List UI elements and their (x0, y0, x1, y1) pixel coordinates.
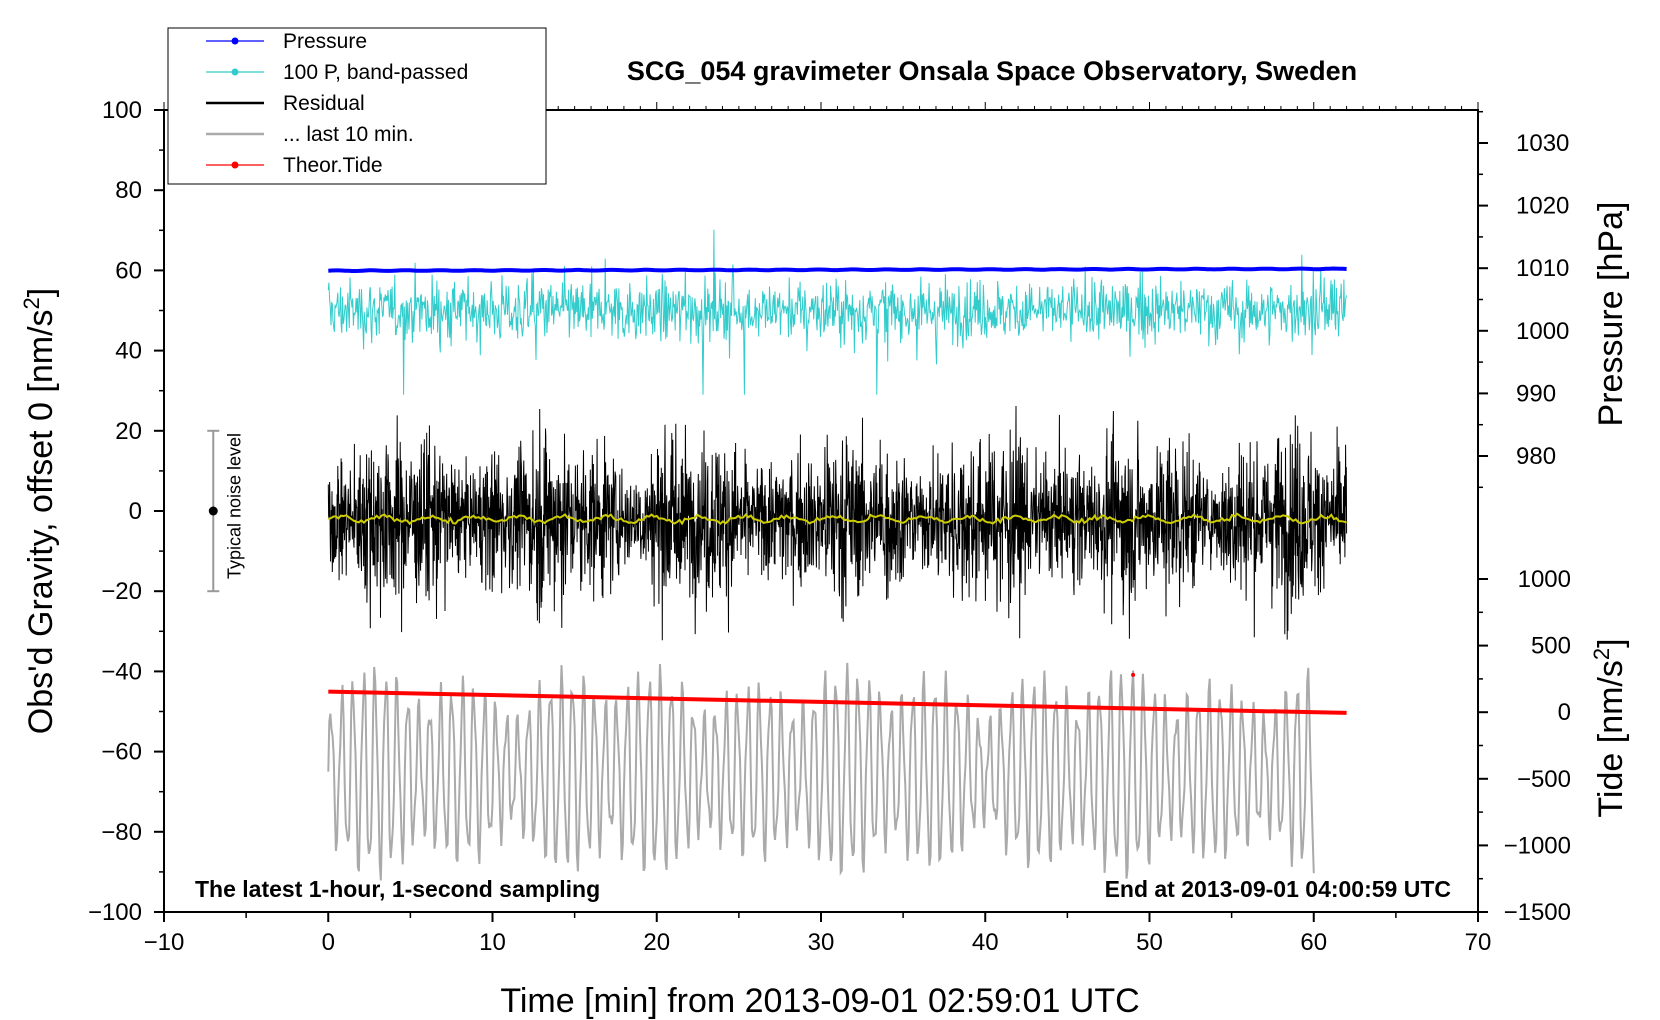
legend-marker-5 (231, 161, 239, 169)
y-axis-left-title: Obs'd Gravity, offset 0 [nm/s2] (19, 288, 60, 734)
x-tick-label: −10 (144, 929, 185, 956)
legend-marker-1 (231, 37, 239, 45)
pressure-tick-label: 990 (1516, 380, 1556, 407)
y-axis-tide-title-prefix: Tide [nm/s (1592, 660, 1630, 817)
tide-tick-label: 1000 (1518, 566, 1571, 593)
y-axis-pressure-title: Pressure [hPa] (1592, 202, 1630, 427)
x-tick-label: 30 (808, 929, 835, 956)
chart-title: SCG_054 gravimeter Onsala Space Observat… (627, 56, 1357, 86)
y-axis-left-title-sup: 2 (19, 297, 44, 309)
legend-label-4: ... last 10 min. (283, 123, 414, 146)
y-left-tick-label: 40 (115, 338, 142, 365)
series-layer (327, 229, 1348, 881)
series-residual (327, 405, 1348, 641)
x-tick-label: 10 (479, 929, 506, 956)
x-tick-label: 70 (1465, 929, 1492, 956)
x-tick-label: 50 (1136, 929, 1163, 956)
series-band-passed-pressure (327, 229, 1348, 395)
y-left-tick-label: −20 (101, 578, 142, 605)
y-left-tick-label: 60 (115, 257, 142, 284)
legend: Pressure 100 P, band-passed Residual ... la… (167, 27, 547, 185)
legend-box (167, 27, 547, 185)
y-left-tick-label: 80 (115, 177, 142, 204)
y-axis-left-title-prefix: Obs'd Gravity, offset 0 [nm/s (22, 309, 60, 734)
annotation-sampling: The latest 1-hour, 1-second sampling (195, 876, 600, 902)
legend-marker-2 (231, 68, 239, 76)
legend-label-1: Pressure (283, 30, 367, 53)
tide-tick-label: 0 (1558, 699, 1571, 726)
y-axis-tide-title-sup: 2 (1589, 648, 1614, 660)
y-left-tick-label: −80 (101, 819, 142, 846)
x-tick-label: 0 (322, 929, 335, 956)
legend-label-3: Residual (283, 92, 365, 115)
y-left-tick-label: 0 (129, 498, 142, 525)
tide-tick-label: −1500 (1504, 899, 1571, 926)
x-tick-label: 40 (972, 929, 999, 956)
series-pressure (328, 266, 1347, 273)
y-axis-tide-title-suffix: ] (1592, 638, 1630, 647)
noise-level-indicator: Typical noise level (207, 429, 244, 593)
noise-level-label: Typical noise level (224, 433, 244, 579)
tide-tick-label: −1000 (1504, 832, 1571, 859)
y-left-tick-label: 20 (115, 418, 142, 445)
axes-layer: −10 0 10 20 30 40 50 60 70−100−80−60−40−20020406… (88, 97, 1571, 956)
y-axis-left-title-suffix: ] (22, 288, 60, 297)
series-last-10-min (327, 662, 1315, 881)
y-axis-tide-title: Tide [nm/s2] (1589, 638, 1630, 817)
pressure-tick-label: 1030 (1516, 130, 1569, 157)
y-left-tick-label: −40 (101, 658, 142, 685)
pressure-tick-label: 1020 (1516, 193, 1569, 220)
legend-label-5: Theor.Tide (283, 154, 383, 177)
legend-label-2: 100 P, band-passed (283, 61, 468, 84)
x-tick-label: 60 (1300, 929, 1327, 956)
pressure-tick-label: 1000 (1516, 318, 1569, 345)
annotation-end-time: End at 2013-09-01 04:00:59 UTC (1105, 876, 1451, 902)
series-theoretical-tide (328, 689, 1347, 715)
pressure-tick-label: 980 (1516, 443, 1556, 470)
x-axis-title: Time [min] from 2013-09-01 02:59:01 UTC (500, 982, 1139, 1020)
tide-tick-label: 500 (1531, 633, 1571, 660)
pressure-tick-label: 1010 (1516, 255, 1569, 282)
tide-tick-label: −500 (1517, 766, 1571, 793)
noise-level-dot (208, 506, 218, 516)
x-tick-label: 20 (643, 929, 670, 956)
series-smoothed-residual (328, 512, 1347, 526)
y-left-tick-label: −100 (88, 899, 142, 926)
y-left-tick-label: 100 (102, 97, 142, 124)
tide-outlier-point (1131, 672, 1136, 677)
y-left-tick-label: −60 (101, 739, 142, 766)
